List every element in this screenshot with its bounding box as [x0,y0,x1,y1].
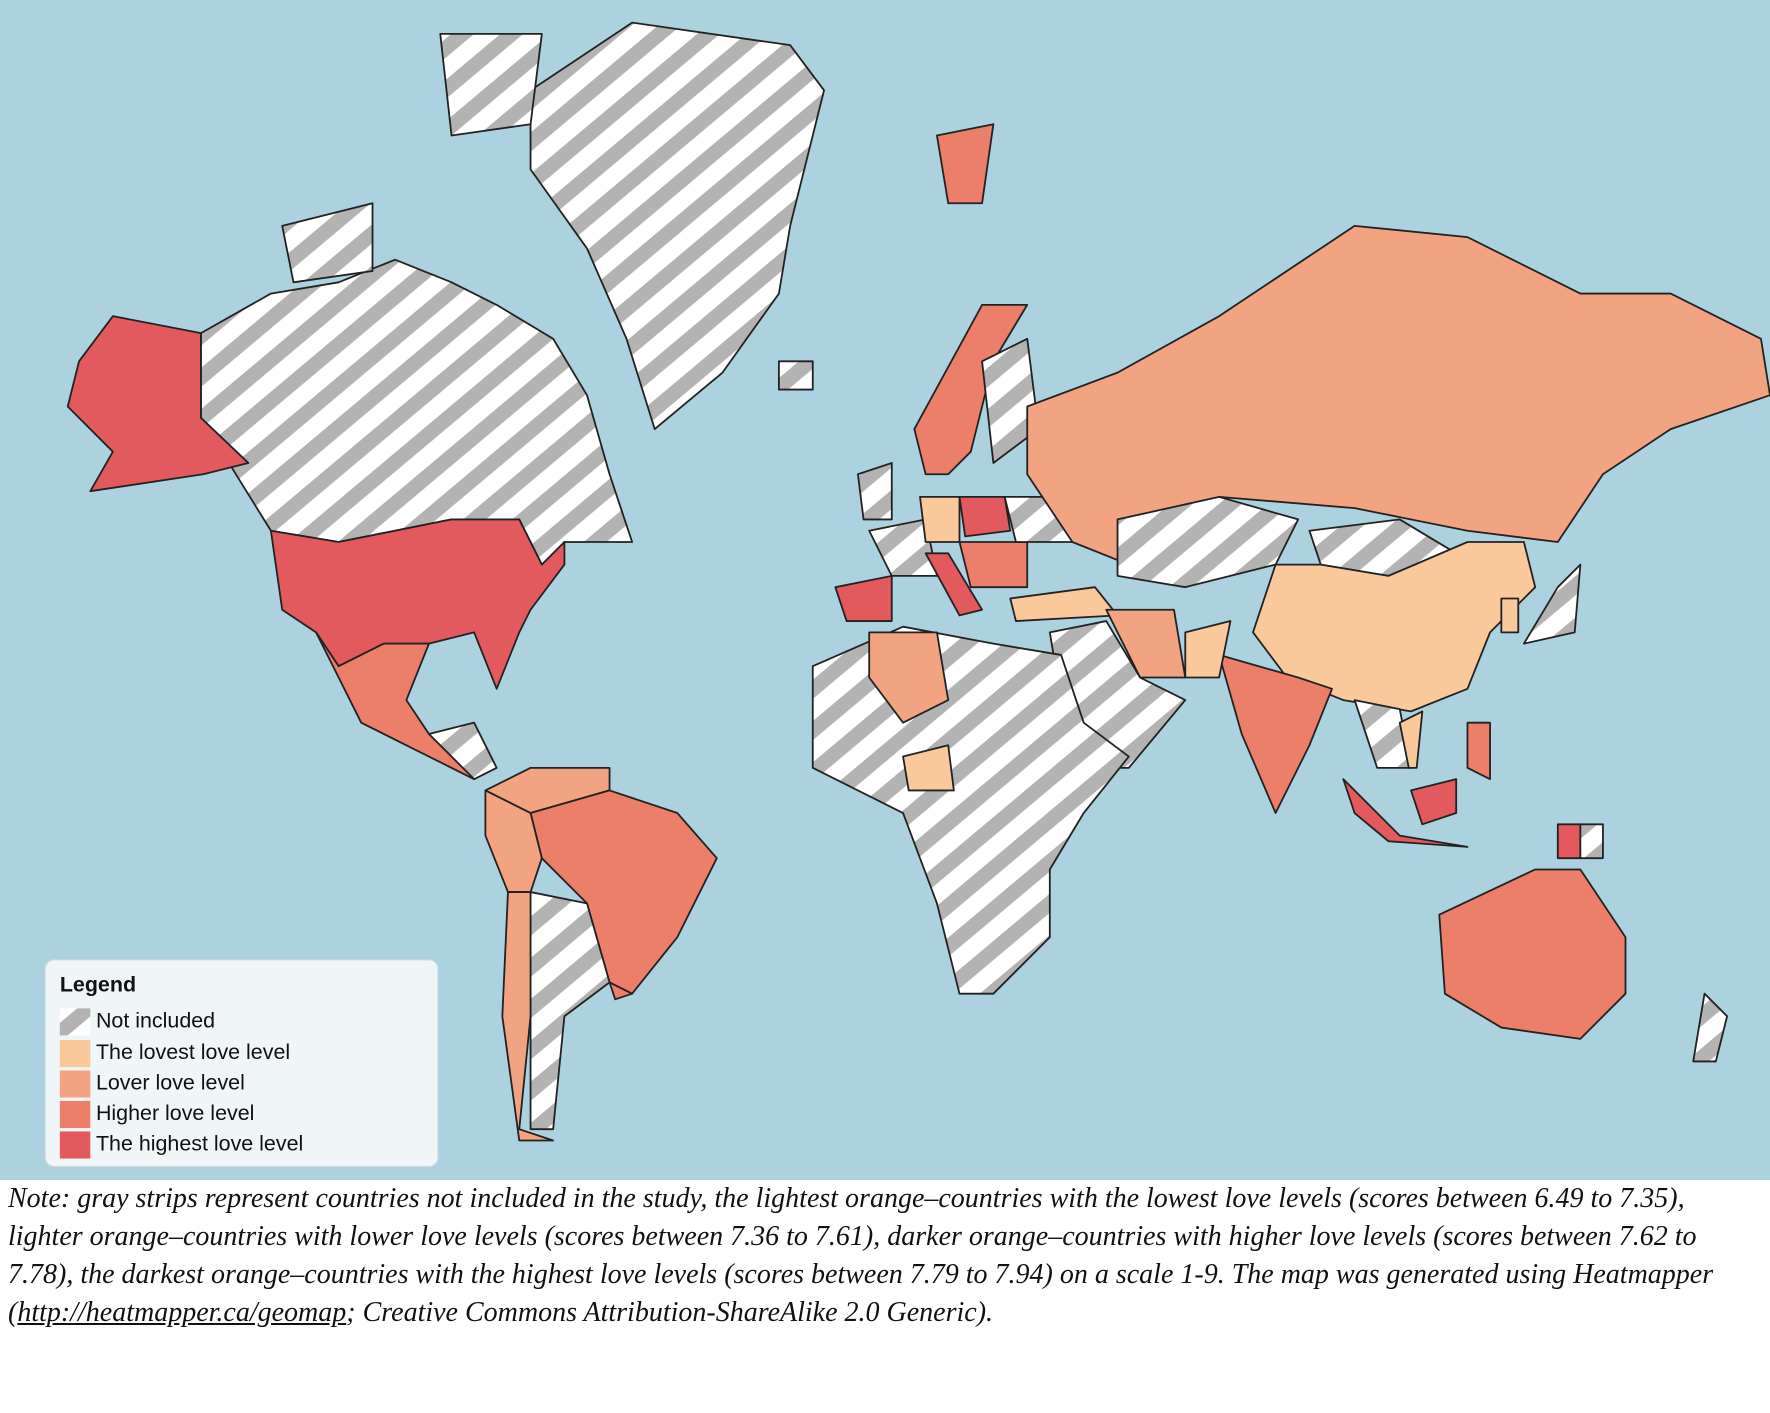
legend-swatch [59,1070,91,1098]
country [66,315,250,493]
legend-title: Legend [60,972,136,996]
country [811,625,1130,995]
country [529,891,611,1131]
country [439,32,543,137]
country [1692,992,1729,1063]
legend-swatch [59,1008,91,1036]
legend-label: Lover love level [96,1071,245,1095]
legend-label: The highest love level [96,1132,303,1156]
country [958,541,1029,589]
world-map: Legend Not included The lovest love level… [0,0,1770,1180]
country [428,721,498,781]
country [936,123,995,205]
country [529,21,825,430]
country [857,462,893,521]
legend-swatch [59,1100,91,1129]
country [1184,620,1232,679]
country [1410,778,1458,826]
legend-swatch [59,1039,91,1068]
country [1523,563,1582,645]
country [919,495,961,543]
note-text: ; Creative Commons Attribution-ShareAlik… [346,1297,994,1328]
note-link[interactable]: http://heatmapper.ca/geomap [17,1297,347,1328]
country [1556,823,1582,860]
country [1438,868,1627,1040]
country [1342,778,1469,848]
country [1466,721,1491,781]
country [1579,823,1604,860]
note-text: Note: gray strips represent countries no… [8,1183,1714,1328]
country [868,631,950,724]
country [1500,597,1520,634]
country [913,303,1029,476]
legend-label: The lovest love level [96,1040,290,1064]
country [529,789,718,995]
country [501,891,555,1142]
note: Note: gray strips represent countries no… [0,1180,1770,1413]
countries [66,21,1770,1142]
country [1218,654,1333,814]
country [608,981,634,1001]
legend: Legend Not included The lovest love level… [44,959,439,1168]
country [1398,710,1424,769]
country [958,495,1012,538]
legend-label: Higher love level [96,1101,254,1125]
country [902,744,955,792]
country [924,552,983,617]
country [777,360,814,391]
legend-swatch [59,1131,91,1159]
legend-label: Not included [96,1009,215,1033]
country [281,202,374,284]
legend-box [44,959,439,1168]
country [834,574,893,622]
